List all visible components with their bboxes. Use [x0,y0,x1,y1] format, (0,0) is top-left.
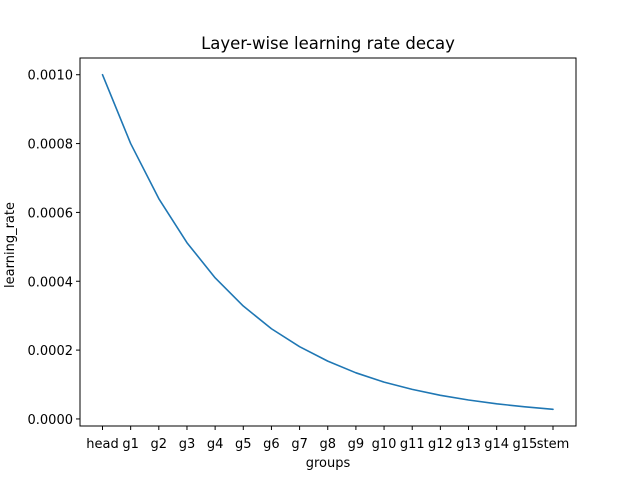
x-tick-label-g10: g10 [372,437,397,452]
chart-title: Layer-wise learning rate decay [201,34,455,53]
x-tick-label-stem: stem [537,437,570,452]
y-axis-label: learning_rate [3,202,18,288]
plot-area: head g1 g2 g3 g4 g5 g6 g7 g8 g9 g10 g11 g12 g13 g14 g15… [28,57,577,452]
x-tick-label-g12: g12 [428,437,453,452]
y-tick-label-5: 0.0010 [28,69,74,84]
plot-frame [79,57,577,427]
x-tick-label-g3: g3 [179,437,196,452]
y-tick-label-4: 0.0008 [28,138,74,153]
series-line [101,73,554,411]
x-tick-label-g5: g5 [235,437,252,452]
x-tick-label-g7: g7 [291,437,308,452]
x-tick-label-g11: g11 [400,437,425,452]
y-tick-label-3: 0.0006 [28,206,74,221]
x-tick-label-g14: g14 [484,437,509,452]
x-tick-label-g4: g4 [207,437,224,452]
y-tick-label-1: 0.0002 [28,344,74,359]
x-tick-label-g8: g8 [319,437,336,452]
y-tick-label-2: 0.0004 [28,275,74,290]
x-tick-label-g9: g9 [348,437,365,452]
y-tick-label-0: 0.0000 [28,413,74,428]
x-tick-label-g2: g2 [151,437,168,452]
x-tick-label-g15: g15 [512,437,537,452]
x-axis-label: groups [306,456,351,471]
x-tick-label-g13: g13 [456,437,481,452]
x-tick-label-g6: g6 [263,437,280,452]
x-tick-label-g1: g1 [122,437,139,452]
x-tick-label-head: head [86,437,118,452]
